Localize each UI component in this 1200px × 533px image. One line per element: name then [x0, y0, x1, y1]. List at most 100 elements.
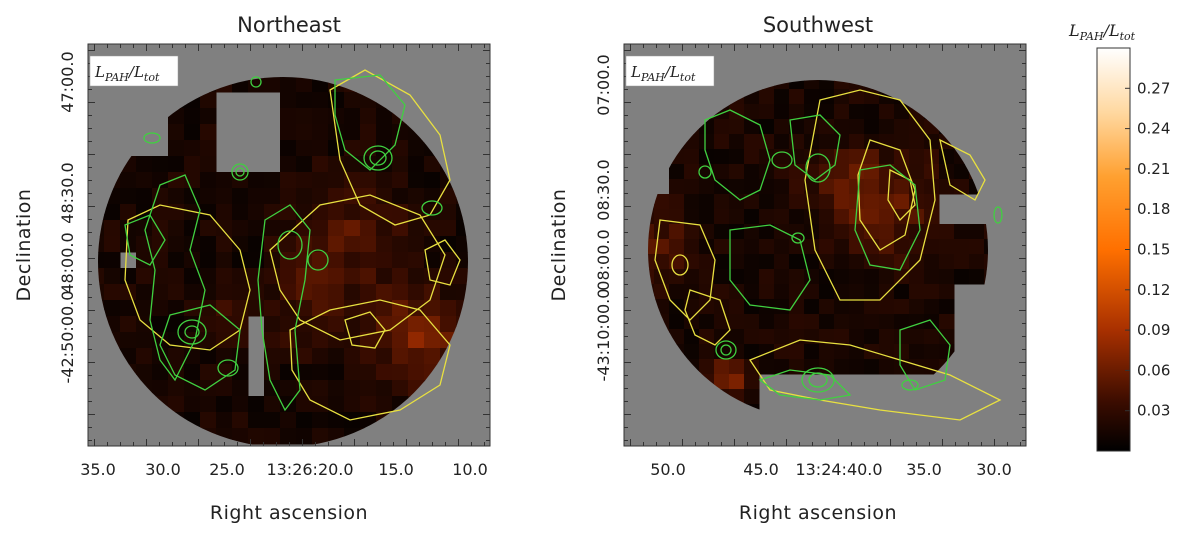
- sw-cell: [774, 239, 790, 255]
- ne-cell: [200, 332, 217, 349]
- sw-cell: [819, 134, 835, 150]
- ne-cell: [296, 396, 313, 413]
- sw-cell: [648, 254, 655, 270]
- ne-cell: [264, 316, 281, 333]
- ne-cell: [200, 108, 217, 125]
- sw-cell: [669, 314, 685, 330]
- ne-cell: [408, 220, 425, 237]
- ne-cell: [248, 172, 265, 189]
- ne-cell: [184, 380, 201, 397]
- ne-cell: [184, 284, 201, 301]
- ne-cell: [152, 252, 169, 269]
- ne-cell: [264, 77, 281, 93]
- ne-cell: [104, 300, 121, 317]
- sw-cell: [939, 314, 955, 330]
- sw-cell: [714, 119, 730, 135]
- ne-cell: [200, 220, 217, 237]
- ne-cell: [264, 172, 281, 189]
- ne-cell: [136, 252, 153, 269]
- sw-contour-yellow: [804, 89, 936, 301]
- sw-cell: [804, 239, 820, 255]
- sw-cell: [729, 359, 745, 375]
- sw-cell: [759, 314, 775, 330]
- ne-cell: [184, 252, 201, 269]
- sw-cell: [849, 89, 865, 105]
- sw-ytick: 08:00.0: [594, 229, 613, 290]
- ne-cell: [360, 236, 377, 253]
- sw-cell: [939, 329, 955, 345]
- ne-cell: [360, 188, 377, 205]
- sw-cell: [759, 194, 775, 210]
- sw-cell: [669, 254, 685, 270]
- ne-cell: [392, 380, 409, 397]
- sw-cell: [939, 149, 955, 165]
- ne-cell: [360, 396, 377, 413]
- sw-cell: [729, 344, 745, 360]
- ne-cell: [344, 380, 361, 397]
- sw-cell: [879, 314, 895, 330]
- colorbar-tick-label: 0.06: [1137, 361, 1170, 379]
- sw-cell: [894, 329, 910, 345]
- ne-cell: [232, 396, 249, 413]
- ne-cell: [392, 172, 409, 189]
- sw-cell: [894, 104, 910, 120]
- sw-cell: [744, 329, 760, 345]
- ne-cell: [280, 300, 297, 317]
- sw-cell: [894, 164, 910, 180]
- ne-cell: [168, 284, 185, 301]
- ne-cell: [312, 364, 329, 381]
- sw-panel: Southwest LPAH/Ltot 50.0 45.0 13:24:40.0…: [548, 13, 1027, 524]
- sw-cell: [849, 134, 865, 150]
- sw-cell: [879, 299, 895, 315]
- sw-cell: [729, 239, 745, 255]
- sw-cell: [909, 284, 925, 300]
- sw-cell: [864, 104, 880, 120]
- ne-cell: [376, 348, 393, 365]
- ne-cell: [328, 412, 345, 429]
- ne-cell: [216, 300, 233, 317]
- colorbar-tick-label: 0.21: [1137, 160, 1170, 178]
- ne-cell: [392, 316, 409, 333]
- ne-y-axis-label: Declination: [13, 189, 35, 302]
- sw-cell: [699, 254, 715, 270]
- sw-cell: [759, 149, 775, 165]
- ne-cell: [216, 396, 233, 413]
- ne-cell: [200, 300, 217, 317]
- sw-cell: [819, 314, 835, 330]
- ne-cell: [136, 364, 153, 381]
- ne-cell: [280, 268, 297, 285]
- ne-cell: [376, 332, 393, 349]
- sw-cell: [924, 299, 940, 315]
- sw-cell: [969, 224, 985, 240]
- ne-ticks: [88, 44, 490, 446]
- ne-ytick: -42:50:00.0: [58, 291, 77, 384]
- sw-cell: [879, 254, 895, 270]
- ne-cell: [280, 316, 297, 333]
- sw-cell: [834, 149, 850, 165]
- sw-cell: [924, 209, 940, 225]
- ne-cell: [312, 412, 329, 429]
- ne-cell: [216, 380, 233, 397]
- ne-ytick: 48:00.0: [58, 232, 77, 293]
- ne-cell: [408, 348, 425, 365]
- ne-cell: [120, 172, 137, 189]
- colorbar-tick-label: 0.12: [1137, 281, 1170, 299]
- sw-cell: [864, 269, 880, 285]
- ne-cell: [296, 140, 313, 157]
- sw-cell: [849, 359, 865, 375]
- ne-contour-yellow: [329, 69, 451, 226]
- ne-cell: [440, 284, 457, 301]
- ne-cell: [232, 236, 249, 253]
- sw-cell: [744, 374, 760, 390]
- ne-cell: [344, 156, 361, 173]
- sw-contour-green: [698, 165, 712, 179]
- sw-cell: [804, 284, 820, 300]
- ne-cell: [296, 364, 313, 381]
- sw-cell: [714, 374, 730, 390]
- sw-cell: [714, 269, 730, 285]
- colorbar: LPAH/Ltot 0.270.240.210.180.150.120.090.…: [1068, 21, 1170, 452]
- ne-cell: [200, 252, 217, 269]
- sw-cell: [759, 119, 775, 135]
- ne-contour-green: [217, 359, 239, 377]
- ne-cell: [376, 364, 393, 381]
